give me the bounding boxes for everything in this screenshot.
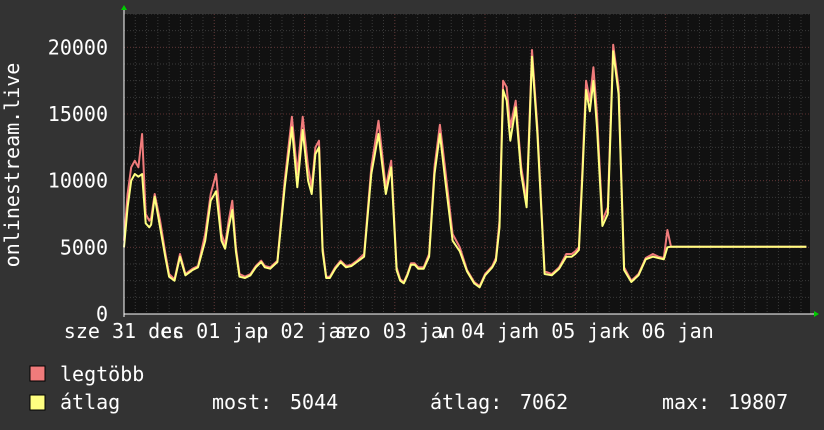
- y-tick-labels: 0 5000 10000 15000 20000: [48, 35, 108, 326]
- series-layer: [123, 43, 807, 289]
- grid: [123, 13, 810, 315]
- stat-max-value: 19807: [728, 390, 788, 414]
- legend-label-atlag: átlag: [60, 390, 120, 414]
- stat-avg-label: átlag:: [430, 390, 502, 414]
- y-tick-label: 0: [96, 302, 108, 326]
- x-tick-label: k 06 jan: [617, 319, 713, 343]
- x-tick-label: v 04 jan: [437, 319, 533, 343]
- series-line-1: [123, 50, 807, 289]
- x-tick-label: p 02 jan: [256, 319, 352, 343]
- x-tick-label: szo 03 jan: [335, 319, 455, 343]
- x-tick-label: sze 31 dec: [64, 319, 184, 343]
- x-tick-label: h 05 jan: [527, 319, 623, 343]
- y-tick-label: 10000: [48, 169, 108, 193]
- legend-label-legtobb: legtöbb: [60, 362, 144, 386]
- y-tick-label: 15000: [48, 102, 108, 126]
- axes: [121, 5, 819, 317]
- y-axis-label: onlinestream.live: [0, 63, 24, 268]
- x-axis-arrow: [814, 311, 819, 317]
- stat-avg-value: 7062: [520, 390, 568, 414]
- x-tick-label: cs 01 jan: [160, 319, 268, 343]
- legend-swatch-atlag: [29, 394, 46, 411]
- y-axis-arrow: [121, 5, 127, 10]
- plot-area: [123, 13, 810, 315]
- y-tick-label: 20000: [48, 35, 108, 59]
- legend-swatch-legtobb: [29, 365, 46, 382]
- stat-max-label: max:: [662, 390, 710, 414]
- stat-now-label: most:: [212, 390, 272, 414]
- legend: legtöbb átlag most: 5044 átlag: 7062 max…: [29, 362, 788, 414]
- y-tick-label: 5000: [60, 235, 108, 259]
- stat-now-value: 5044: [290, 390, 338, 414]
